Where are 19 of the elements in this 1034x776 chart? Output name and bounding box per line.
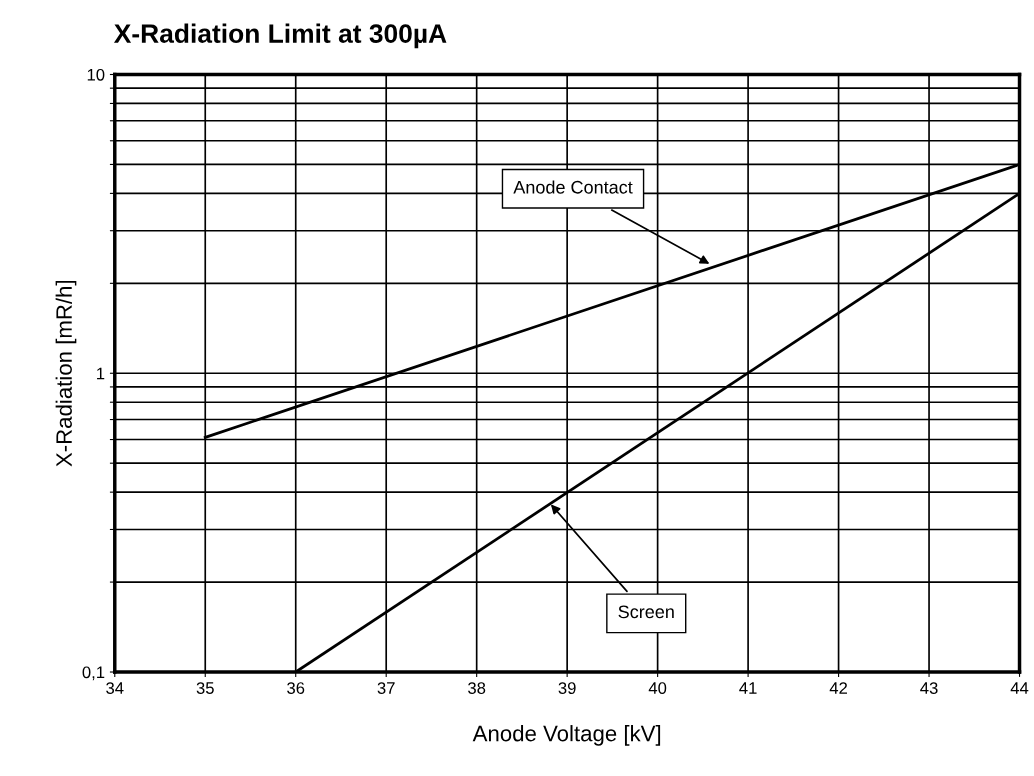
annotation: Screen <box>618 605 674 619</box>
x-tick-label: 44 <box>1010 682 1029 694</box>
x-tick-label: 38 <box>468 682 486 694</box>
y-tick-label: 0,1 <box>82 666 105 681</box>
x-tick-label: 34 <box>106 682 124 694</box>
x-tick-label: 36 <box>287 682 305 694</box>
y-tick-label: 10 <box>87 68 105 81</box>
x-axis-title: Anode Voltage [kV] <box>472 725 661 746</box>
chart-title: X-Radiation Limit at 300µA <box>113 23 447 49</box>
annotation: Anode Contact <box>513 180 633 194</box>
y-axis-title: X-Radiation [mR/h] <box>55 280 77 467</box>
x-tick-label: 43 <box>920 682 938 694</box>
y-tick-label: 1 <box>97 367 105 380</box>
x-tick-label: 37 <box>377 682 395 694</box>
x-tick-label: 42 <box>829 682 848 694</box>
x-tick-label: 40 <box>648 682 667 694</box>
x-tick-label: 39 <box>558 682 576 694</box>
x-tick-label: 41 <box>739 682 757 694</box>
x-tick-label: 35 <box>196 682 214 694</box>
